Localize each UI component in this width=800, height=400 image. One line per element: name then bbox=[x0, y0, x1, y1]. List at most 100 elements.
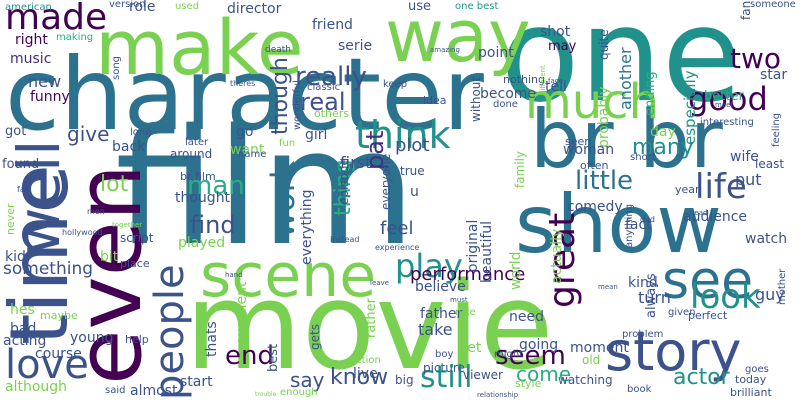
word-book: book bbox=[627, 384, 652, 395]
word-lot: lot bbox=[100, 172, 129, 197]
word-picture: picture bbox=[423, 361, 465, 375]
word-play: play bbox=[395, 247, 463, 285]
word-everyone: everyone bbox=[379, 153, 393, 210]
word-done: done bbox=[493, 99, 518, 110]
word-excellent: excellent bbox=[234, 281, 250, 345]
word-bad: bad bbox=[10, 321, 37, 337]
word-together: together bbox=[112, 221, 143, 229]
word-kid: kid bbox=[5, 249, 26, 265]
word-director: director bbox=[227, 1, 282, 17]
word-point: point bbox=[478, 45, 514, 61]
word-fact: fact bbox=[625, 217, 652, 233]
word-one-best: one best bbox=[455, 1, 499, 12]
word-head: head bbox=[690, 209, 708, 217]
word-relationship: relationship bbox=[477, 391, 519, 399]
word-different: different bbox=[539, 65, 547, 95]
word-actually: actually bbox=[549, 228, 565, 284]
word-start: start bbox=[180, 374, 213, 390]
word-trouble: trouble bbox=[255, 391, 277, 398]
word-tell: tell bbox=[545, 79, 567, 95]
word-role: role bbox=[129, 0, 156, 15]
word-end: end bbox=[225, 341, 274, 371]
word-old: old bbox=[582, 353, 601, 367]
word-good: good bbox=[688, 80, 768, 118]
word-many: many bbox=[632, 135, 694, 160]
word-used: used bbox=[175, 1, 200, 12]
word-others: others bbox=[314, 107, 350, 120]
word-show: show bbox=[515, 178, 722, 271]
word-goes: goes bbox=[745, 364, 769, 375]
word-almost: almost bbox=[130, 383, 178, 399]
word-someone: someone bbox=[750, 0, 796, 10]
word-theres: theres bbox=[230, 79, 256, 88]
word-face: face bbox=[548, 77, 563, 85]
word-song: song bbox=[111, 55, 122, 80]
word-hollywood: hollywood bbox=[62, 228, 103, 237]
word-become: become bbox=[480, 86, 537, 102]
word-although: although bbox=[5, 379, 68, 395]
word-use: use bbox=[408, 0, 432, 14]
word-want: want bbox=[230, 142, 265, 158]
word-big: big bbox=[395, 373, 414, 387]
word-young: young bbox=[70, 330, 114, 346]
word-fun: fun bbox=[279, 138, 296, 149]
word-idea: idea bbox=[423, 94, 447, 107]
word-seem: seem bbox=[495, 341, 566, 371]
word-guy: guy bbox=[755, 285, 785, 304]
word-family: family bbox=[513, 150, 527, 188]
word-far: far bbox=[17, 185, 29, 194]
word-star: star bbox=[760, 67, 788, 83]
word-u: u bbox=[410, 184, 419, 200]
word-still: still bbox=[420, 360, 473, 395]
word-acting: acting bbox=[3, 333, 47, 349]
word-making: making bbox=[56, 32, 94, 43]
word-said: said bbox=[105, 385, 126, 396]
word-amazing: amazing bbox=[430, 46, 460, 54]
word-come: come bbox=[516, 362, 572, 386]
word-movie: movie bbox=[185, 258, 554, 397]
word-father: father bbox=[420, 306, 463, 322]
word-anything: anything bbox=[624, 203, 635, 248]
word-interesting: interesting bbox=[700, 117, 754, 128]
word-style: style bbox=[515, 377, 542, 390]
word-day: day bbox=[650, 124, 676, 140]
word-feel: feel bbox=[380, 218, 414, 239]
word-wonderful: wonderful bbox=[292, 80, 303, 130]
word-course: course bbox=[35, 346, 82, 362]
word-enough: enough bbox=[280, 387, 318, 398]
word-found: found bbox=[2, 157, 40, 172]
word-though: though bbox=[268, 57, 293, 135]
word-know: know bbox=[330, 365, 389, 390]
word-name: name bbox=[238, 149, 267, 160]
word-least: least bbox=[755, 157, 785, 171]
word-classic: classic bbox=[307, 82, 341, 93]
word-look: look bbox=[690, 277, 761, 317]
word-version: version bbox=[109, 0, 146, 10]
word-death: death bbox=[265, 45, 291, 55]
word-script: script bbox=[120, 231, 154, 245]
word-thats: thats bbox=[204, 321, 220, 357]
word-character: character bbox=[5, 36, 484, 153]
word-action: action bbox=[350, 355, 381, 366]
word-help: help bbox=[125, 333, 149, 346]
word-may: may bbox=[548, 39, 577, 54]
word-nothing: nothing bbox=[503, 73, 545, 86]
word-going: going bbox=[519, 337, 559, 353]
word-put: put bbox=[735, 170, 762, 189]
word-long: long bbox=[130, 127, 152, 138]
word-something: something bbox=[3, 259, 94, 279]
word-keep: keep bbox=[383, 79, 408, 90]
word-think: think bbox=[355, 113, 451, 157]
word-made: made bbox=[5, 0, 108, 38]
word-around: around bbox=[170, 147, 213, 161]
word-another: another bbox=[616, 47, 635, 110]
word-little: little bbox=[575, 166, 634, 196]
word-serie: serie bbox=[338, 38, 373, 54]
word-right: right bbox=[15, 32, 48, 48]
word-men: men bbox=[87, 207, 105, 216]
word-must: must bbox=[450, 296, 468, 304]
word-quite: quite bbox=[597, 29, 611, 60]
word-thought: thought bbox=[175, 190, 231, 206]
word-episode: episode bbox=[337, 158, 351, 205]
